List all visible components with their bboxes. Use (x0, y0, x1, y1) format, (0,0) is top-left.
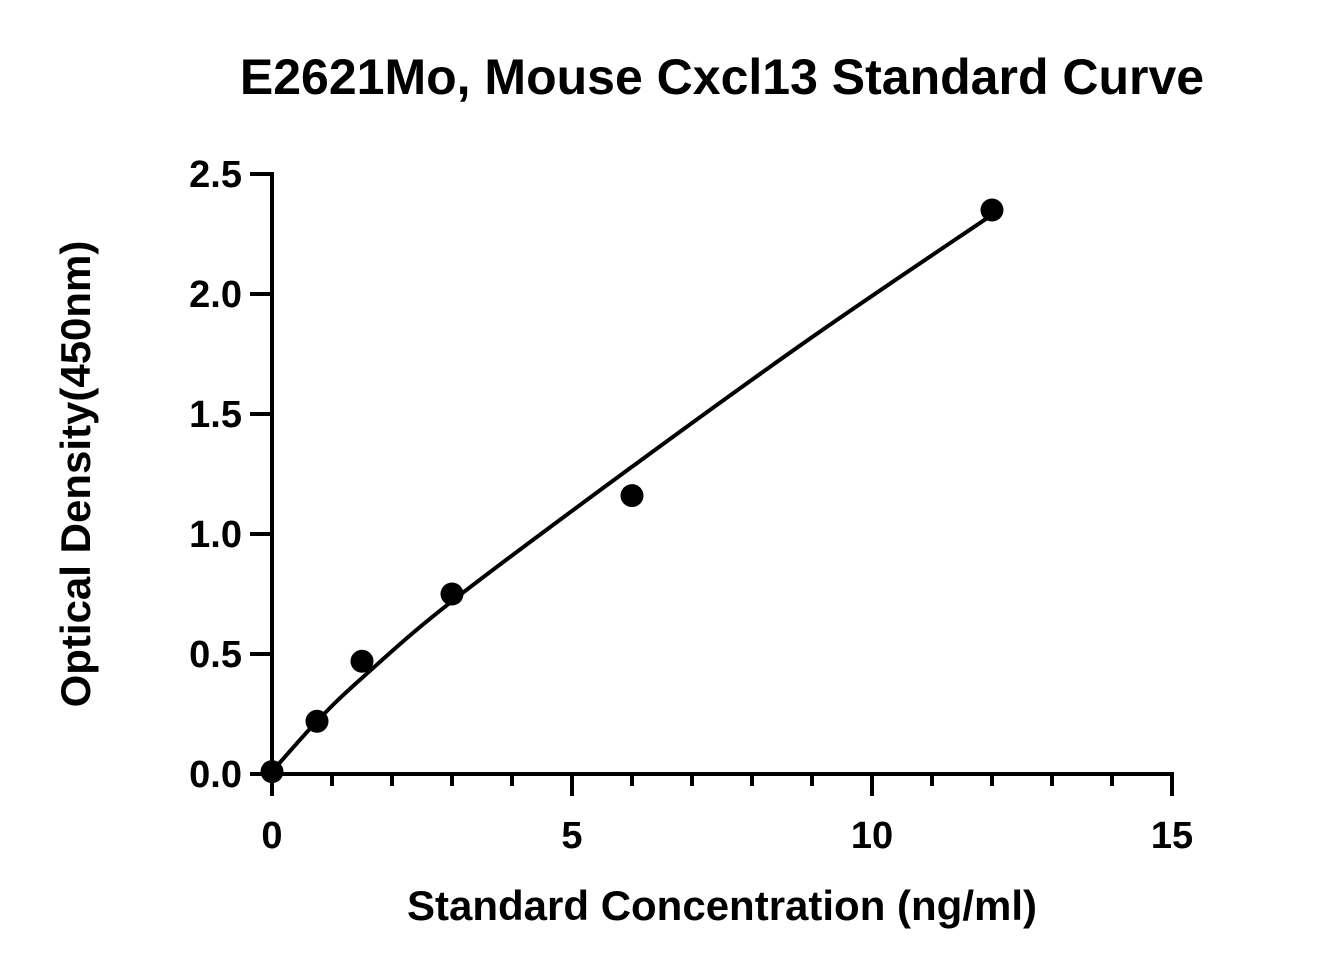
y-tick-label: 1.0 (189, 514, 242, 556)
x-tick-label: 10 (851, 815, 893, 857)
data-point (350, 649, 374, 673)
data-point (620, 484, 644, 508)
data-point (980, 198, 1004, 222)
x-axis-label: Standard Concentration (ng/ml) (407, 882, 1037, 929)
y-tick-label: 2.5 (189, 154, 242, 196)
axes: 0.0 0.5 1.0 1.5 2.0 2.5 0 5 10 15 (189, 154, 1193, 857)
data-point (260, 760, 284, 784)
fit-curve-line (270, 213, 994, 773)
fit-curve-layer (270, 213, 994, 773)
chart-title: E2621Mo, Mouse Cxcl13 Standard Curve (240, 49, 1204, 105)
x-tick-label: 0 (261, 815, 282, 857)
data-point (305, 709, 329, 733)
y-tick-label: 1.5 (189, 394, 242, 436)
y-tick-label: 0.0 (189, 754, 242, 796)
y-axis-label: Optical Density(450nm) (52, 241, 99, 708)
data-points-layer (260, 198, 1004, 784)
x-tick-label: 15 (1151, 815, 1193, 857)
y-tick-label: 2.0 (189, 274, 242, 316)
data-point (440, 582, 464, 606)
y-tick-label: 0.5 (189, 634, 242, 676)
x-tick-label: 5 (561, 815, 582, 857)
